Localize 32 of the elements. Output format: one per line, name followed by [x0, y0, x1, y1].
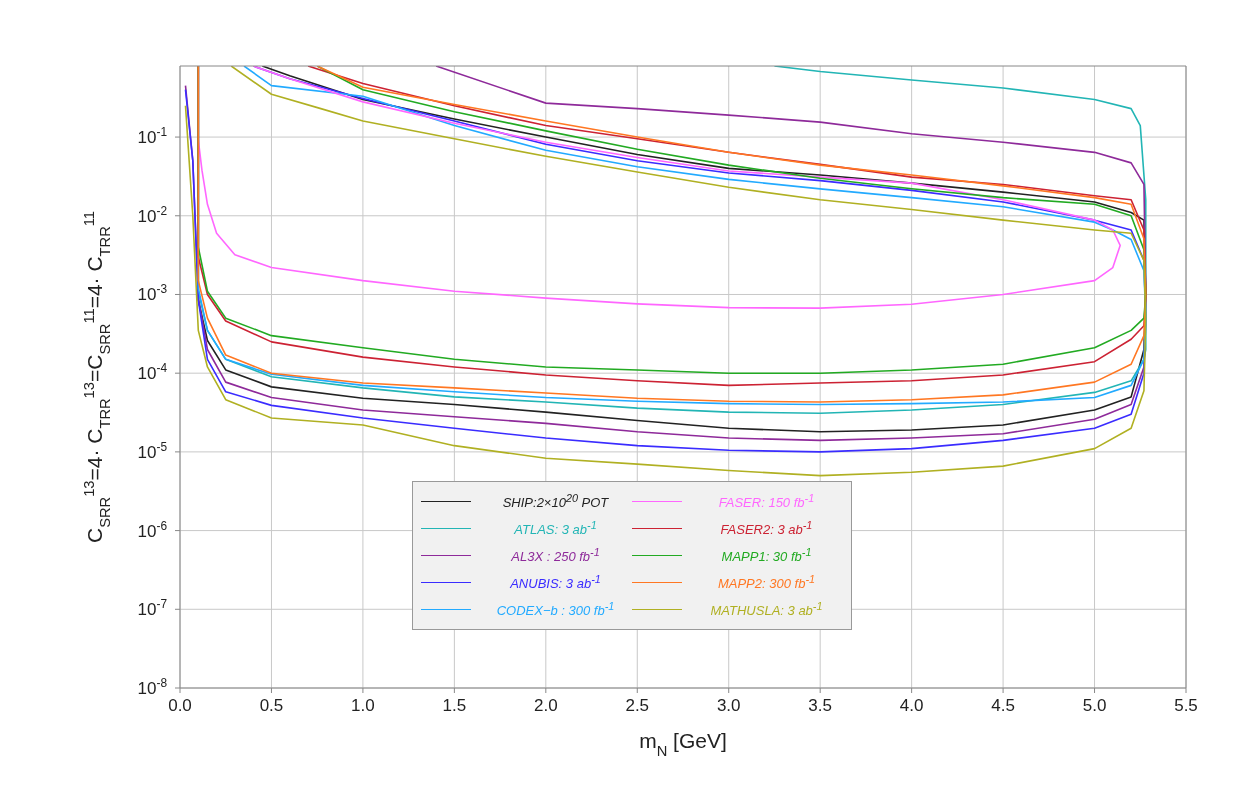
x-tick-label: 1.0 — [351, 696, 375, 715]
legend-label: MATHUSLA: 3 ab$^{-1}$ — [709, 600, 824, 619]
x-tick-label: 2.5 — [625, 696, 650, 715]
x-tick-label: 5.0 — [1082, 696, 1107, 715]
x-tick-label: 0.0 — [168, 696, 192, 715]
y-tick-label: 10$^{-2}$ — [137, 203, 168, 226]
y-tick-label: 10$^{-4}$ — [137, 361, 168, 384]
y-tick-label: 10$^{-1}$ — [137, 125, 168, 148]
y-tick-label: 10$^{-7}$ — [137, 597, 168, 620]
text: FASER: 150 fb$^{-1}$ — [718, 492, 815, 511]
x-tick-label: 3.0 — [716, 696, 741, 715]
y-tick-label: 10$^{-6}$ — [137, 518, 168, 541]
text: ANUBIS: 3 ab$^{-1}$ — [510, 573, 601, 592]
line-series — [197, 66, 1121, 309]
x-tick-label: 4.5 — [991, 696, 1015, 715]
text: FASER2: 3 ab$^{-1}$ — [720, 519, 813, 538]
x-tick-label: 4.0 — [899, 696, 924, 715]
text: MAPP2: 300 fb$^{-1}$ — [717, 573, 816, 592]
x-axis-title: m$_{N}$ [GeV] — [639, 729, 727, 759]
x-tick-label: 0.5 — [259, 696, 284, 715]
x-tick-label: 3.5 — [808, 696, 832, 715]
x-tick-label: 5.5 — [1174, 696, 1198, 715]
y-tick-label: 10$^{-3}$ — [137, 282, 168, 305]
text: SHIP:2×10$^{20}$ POT — [502, 492, 609, 511]
text: MAPP1: 30 fb$^{-1}$ — [721, 546, 812, 565]
y-tick-label: 10$^{-8}$ — [137, 676, 168, 698]
x-tick-label: 1.5 — [442, 696, 467, 715]
text: ATLAS: 3 ab$^{-1}$ — [514, 519, 597, 538]
y-tick-label: 10$^{-5}$ — [137, 439, 168, 462]
x-tick-label: 2.0 — [534, 696, 558, 715]
text: AL3X : 250 fb$^{-1}$ — [511, 546, 600, 565]
legend-label: CODEX−b : 300 fb$^{-1}$ — [495, 600, 616, 619]
